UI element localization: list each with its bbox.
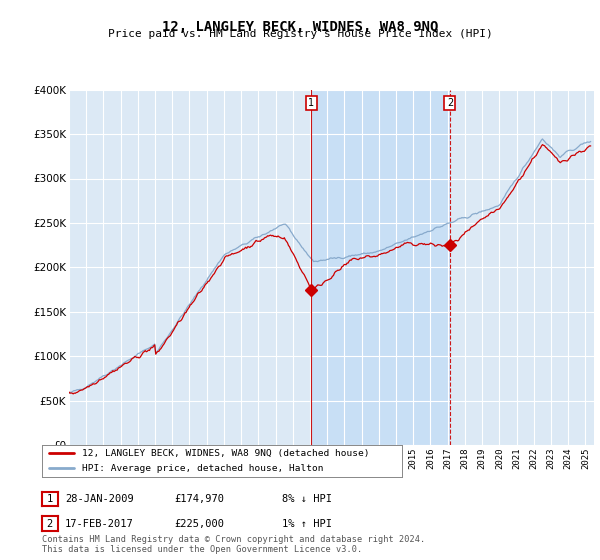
Text: 12, LANGLEY BECK, WIDNES, WA8 9NQ (detached house): 12, LANGLEY BECK, WIDNES, WA8 9NQ (detac… [82,449,369,458]
Text: HPI: Average price, detached house, Halton: HPI: Average price, detached house, Halt… [82,464,323,473]
Text: Price paid vs. HM Land Registry's House Price Index (HPI): Price paid vs. HM Land Registry's House … [107,29,493,39]
Text: 1: 1 [308,98,314,108]
Text: 8% ↓ HPI: 8% ↓ HPI [282,494,332,504]
Text: £225,000: £225,000 [174,519,224,529]
Text: 1% ↑ HPI: 1% ↑ HPI [282,519,332,529]
Text: 1: 1 [47,494,53,504]
Bar [311,90,450,445]
Text: 2: 2 [447,98,453,108]
Text: £174,970: £174,970 [174,494,224,504]
Text: 12, LANGLEY BECK, WIDNES, WA8 9NQ: 12, LANGLEY BECK, WIDNES, WA8 9NQ [162,20,438,34]
Text: 2: 2 [47,519,53,529]
Text: 28-JAN-2009: 28-JAN-2009 [65,494,134,504]
Text: 17-FEB-2017: 17-FEB-2017 [65,519,134,529]
Text: Contains HM Land Registry data © Crown copyright and database right 2024.
This d: Contains HM Land Registry data © Crown c… [42,535,425,554]
